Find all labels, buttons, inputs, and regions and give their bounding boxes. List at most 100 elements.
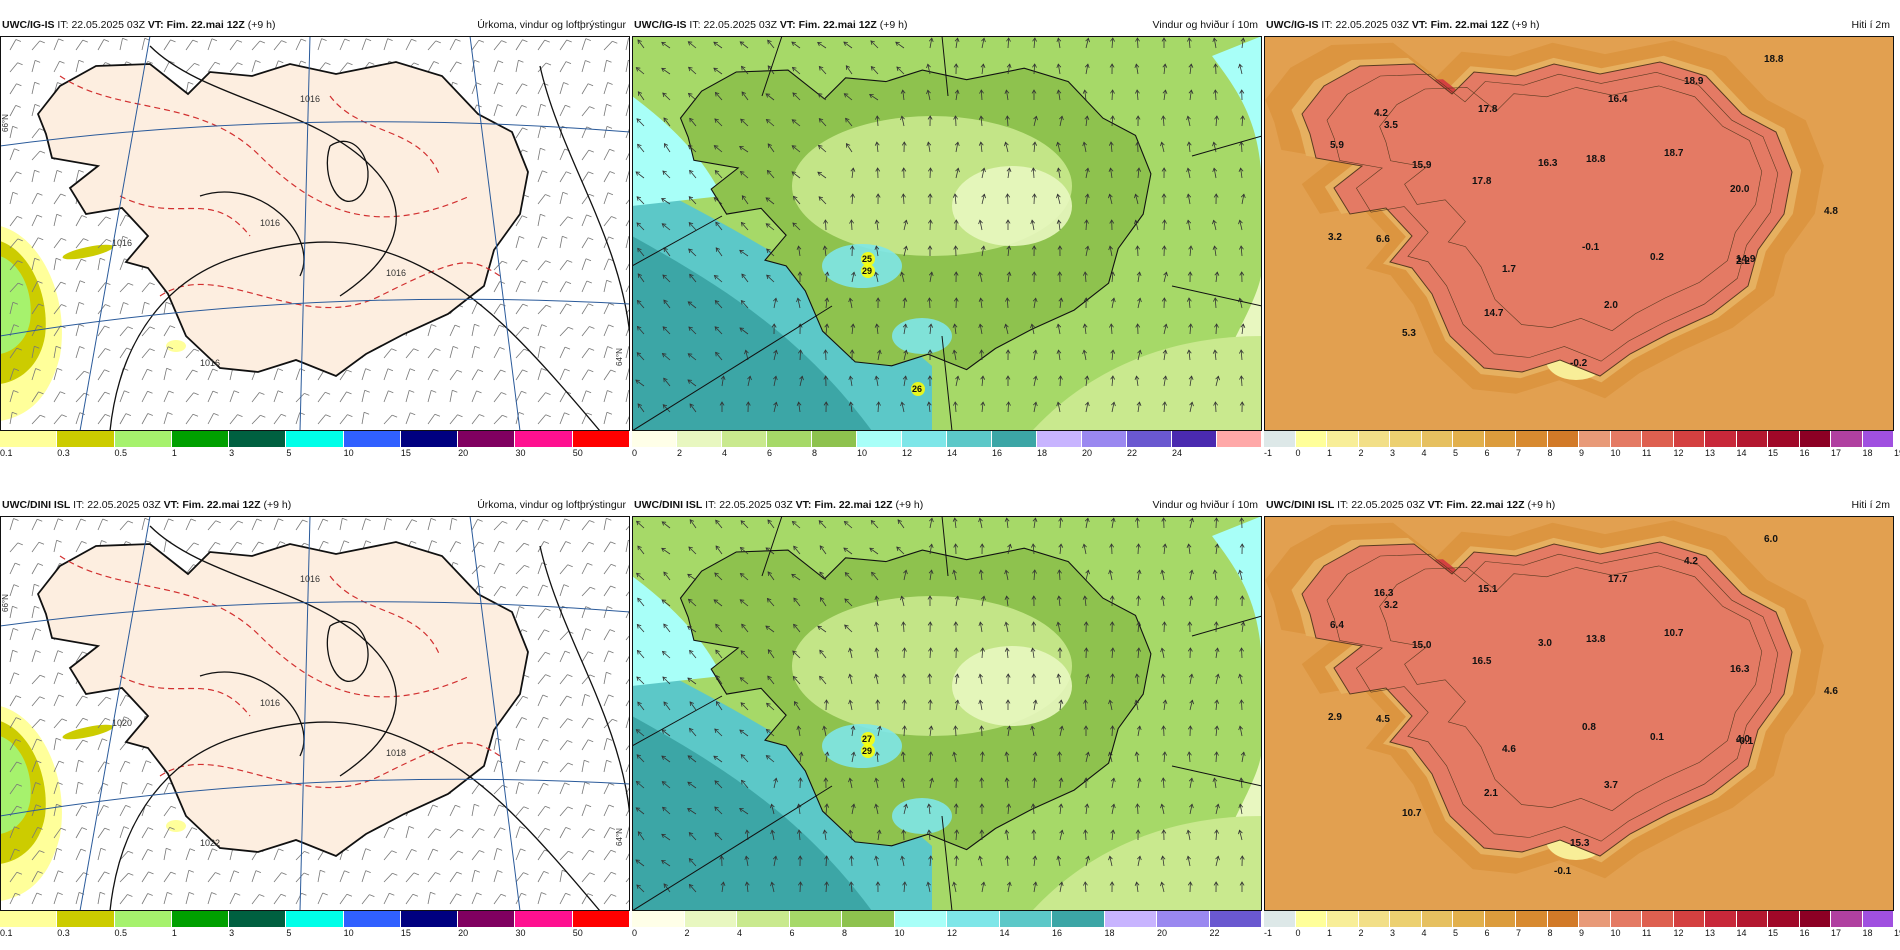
temperature-value: 4.6 (1824, 686, 1838, 697)
colorbar-swatch (572, 911, 630, 927)
panel-title: Hiti í 2m (1851, 499, 1890, 511)
colorbar-tick-label: 12 (947, 928, 958, 938)
colorbar-swatch (1673, 911, 1705, 927)
isobar-label: 1022 (200, 838, 220, 848)
svg-text:25: 25 (862, 254, 872, 264)
map-precip: 1016 1016 1016 1016 1016 66°N 64°N (0, 36, 630, 431)
colorbar-swatch (1862, 431, 1894, 447)
colorbar-tick-label: 0.1 (0, 448, 13, 458)
svg-text:27: 27 (862, 734, 872, 744)
header-vt-label: VT: (779, 19, 796, 31)
colorbar-swatch (1157, 911, 1210, 927)
colorbar-tick-label: 0.5 (114, 448, 128, 458)
colorbar-swatch (1547, 911, 1579, 927)
map-frame (632, 36, 1262, 431)
temperature-value: 17.8 (1478, 104, 1498, 115)
wind-speed-field (632, 36, 1262, 431)
colorbar-ticks: 0 2 4 6 8 10 12 14 16 18 20 22 24 (632, 447, 1262, 461)
colorbar-ticks: 0 2 4 6 8 10 12 14 16 18 20 22 (632, 927, 1262, 941)
colorbar-tick-label: 19 (1894, 448, 1900, 458)
temperature-value: 4.5 (1376, 714, 1390, 725)
colorbar-tick-label: 0 (632, 928, 638, 938)
latitude-label: 64°N (615, 348, 624, 366)
temperature-value: 17.8 (1472, 176, 1492, 187)
colorbar-tick-label: 20 (458, 448, 469, 458)
temperature-value: 15.0 (1412, 640, 1432, 651)
colorbar-tick-label: 24 (1172, 448, 1183, 458)
temperature-value: 14.9 (1736, 254, 1756, 265)
colorbar-tick-label: 2 (677, 448, 683, 458)
header-vt: Fim. 22.mai 12Z (814, 499, 893, 511)
temperature-value: 3.0 (1538, 638, 1552, 649)
svg-text:29: 29 (862, 746, 872, 756)
colorbar-tick-label: 6 (767, 448, 773, 458)
header-it-label: IT: (57, 19, 69, 31)
header-model: UWC/DINI ISL (2, 499, 71, 511)
isobar-label: 1016 (260, 698, 280, 708)
colorbar-swatch (1673, 431, 1705, 447)
colorbar-swatch (992, 431, 1037, 447)
header-it-label: IT: (1337, 499, 1349, 511)
panel-header: UWC/IG-IS IT: 22.05.2025 03Z VT: Fim. 22… (632, 14, 1262, 36)
header-vt: Fim. 22.mai 12Z (798, 19, 877, 31)
temperature-value: 5.3 (1402, 328, 1416, 339)
colorbar-tick-label: 0.1 (0, 928, 13, 938)
colorbar-tick-label: 30 (515, 448, 526, 458)
temperature-value: 2.0 (1604, 300, 1618, 311)
map-frame (1264, 516, 1894, 911)
colorbar-tick-label: 18 (1862, 448, 1873, 458)
map-frame (1264, 36, 1894, 431)
colorbar-swatch (1484, 911, 1516, 927)
colorbar-tick-label: 3 (1390, 928, 1396, 938)
colorbar-swatch (1358, 911, 1390, 927)
header-vt: Fim. 22.mai 12Z (166, 19, 245, 31)
colorbar-tick-label: 2 (684, 928, 690, 938)
colorbar-swatch (171, 431, 230, 447)
header-lead: (+9 h) (879, 19, 908, 31)
header-it: 22.05.2025 03Z (87, 499, 161, 511)
gust-label: 29 (861, 264, 875, 278)
header-it: 22.05.2025 03Z (703, 19, 777, 31)
temperature-value: 18.9 (1684, 76, 1704, 87)
header-lead: (+9 h) (1527, 499, 1556, 511)
temperature-value: 10.7 (1402, 808, 1422, 819)
svg-text:26: 26 (912, 384, 922, 394)
precipitation-field (0, 706, 186, 901)
colorbar (0, 911, 630, 927)
header-model: UWC/DINI ISL (1266, 499, 1335, 511)
temperature-value: 3.5 (1384, 120, 1398, 131)
temperature-value: 3.2 (1384, 600, 1398, 611)
gust-label: 26 (911, 382, 925, 396)
colorbar-tick-label: 12 (902, 448, 913, 458)
colorbar-swatch (572, 431, 630, 447)
colorbar-tick-label: 2 (1358, 448, 1364, 458)
colorbar-swatch (767, 431, 812, 447)
colorbar-tick-label: 4 (1421, 448, 1427, 458)
header-vt: Fim. 22.mai 12Z (182, 499, 261, 511)
colorbar-swatch (286, 911, 344, 927)
temperature-value: 16.4 (1608, 94, 1628, 105)
colorbar-tick-label: 18 (1862, 928, 1873, 938)
gust-label: 29 (861, 744, 875, 758)
header-it: 22.05.2025 03Z (1335, 19, 1409, 31)
precipitation-field (0, 226, 186, 421)
colorbar-swatch (684, 911, 737, 927)
colorbar-swatch (1390, 431, 1422, 447)
colorbar-swatch (1799, 911, 1831, 927)
svg-text:29: 29 (862, 266, 872, 276)
colorbar-tick-label: -1 (1264, 928, 1273, 938)
header-it: 22.05.2025 03Z (71, 19, 145, 31)
panel-title: Vindur og hviður í 10m (1152, 19, 1258, 31)
colorbar-tick-label: 1 (1327, 448, 1333, 458)
colorbar-tick-label: 10 (343, 928, 354, 938)
colorbar-tick-label: 6 (789, 928, 795, 938)
colorbar-tick-label: 5 (286, 928, 292, 938)
temperature-value: 2.1 (1484, 788, 1498, 799)
wind-arrows (635, 517, 1246, 893)
colorbar-tick-label: 8 (812, 448, 818, 458)
panel-header: UWC/DINI ISL IT: 22.05.2025 03Z VT: Fim.… (632, 494, 1262, 516)
colorbar-swatch (1579, 431, 1611, 447)
colorbar-swatch (1768, 431, 1800, 447)
isobars (109, 45, 630, 431)
